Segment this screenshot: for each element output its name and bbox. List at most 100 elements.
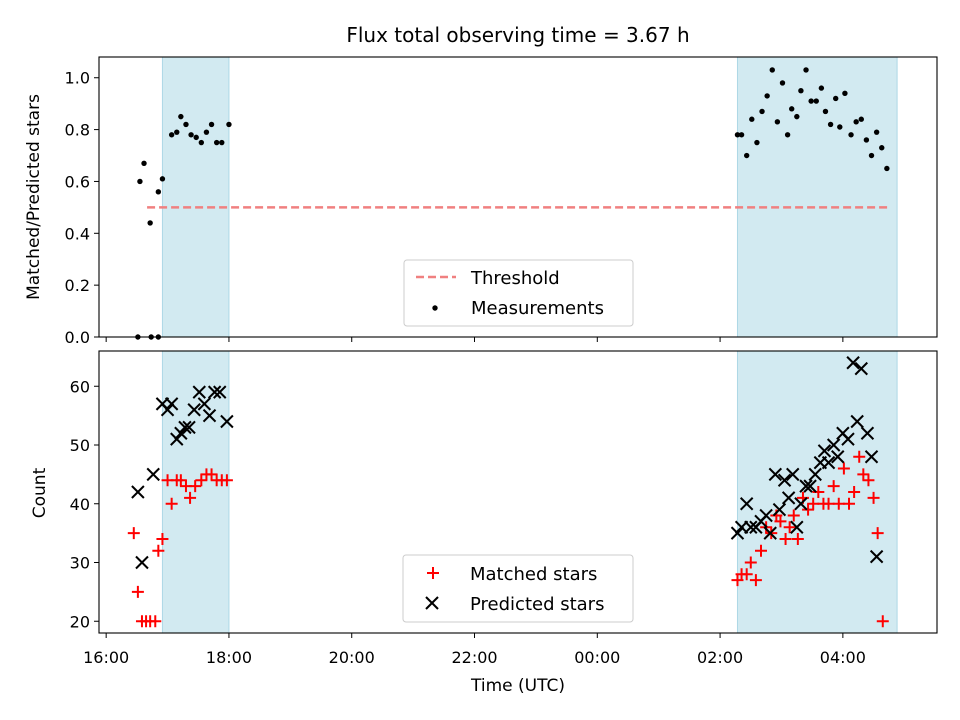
predicted-star-marker [759,508,773,523]
bottom-y-tick-label: 20 [70,612,90,631]
predicted-star-marker [794,497,808,511]
predicted-star-marker [790,520,804,534]
measurement-point [159,176,166,182]
predicted-star-marker [202,408,217,423]
predicted-star-marker [763,526,777,540]
measurement-point [754,139,760,146]
predicted-star-marker [864,450,879,464]
predicted-star-marker [831,450,845,464]
top-legend-box [403,259,634,327]
matched-star-marker [205,468,218,481]
measurement-point [803,67,809,73]
matched-star-marker [876,615,889,628]
measurement-point [808,98,814,104]
measurement-point [208,121,215,128]
matched-legend-label: Matched stars [470,564,597,585]
matched-star-marker [152,544,165,557]
matched-star-marker [837,462,850,475]
predicted-star-marker [213,385,227,399]
x-tick-label: 04:00 [820,648,866,667]
matched-star-marker [848,486,861,498]
matched-star-marker [189,480,202,493]
measurement-point [858,116,864,122]
measurement-point [774,119,781,125]
predicted-star-marker [821,455,836,470]
measurement-point [784,132,791,138]
measurement-point [779,80,786,86]
predicted-star-marker [220,414,234,429]
predicted-star-marker [846,356,860,370]
predicted-star-marker [146,467,160,482]
matched-legend-swatch [427,567,439,579]
matched-star-marker [127,527,140,540]
matched-star-marker [822,497,835,510]
measurement-point [822,108,829,115]
x-tick-label: 20:00 [329,648,375,667]
bottom-y-axis-label: Count [30,467,50,518]
chart-title: Flux total observing time = 3.67 h [346,23,689,47]
matched-star-marker [184,491,197,504]
top-x-ticks [105,337,844,342]
matched-star-marker [862,474,875,487]
predicted-star-marker [768,467,783,482]
top-y-axis-label: Matched/Predicted stars [24,94,44,300]
measurement-point [759,108,765,115]
measurement-point [873,129,880,135]
top-legend: Threshold Measurements [403,259,634,327]
matched-star-marker [740,568,753,581]
top-y-tick-label: 0.6 [65,172,90,191]
predicted-star-marker [207,385,222,399]
measurement-point [168,132,175,138]
measurement-point [174,129,180,135]
x-tick-label: 02:00 [697,648,743,667]
matched-star-marker [779,533,792,545]
measurements-legend-label: Measurements [471,298,604,319]
predicted-star-marker [860,426,875,440]
predicted-star-marker [817,444,832,458]
matched-star-marker [774,515,787,528]
bottom-legend: Matched stars Predicted stars [402,554,634,623]
matched-star-marker [871,527,884,540]
matched-star-marker [149,615,162,628]
top-y-tick-label: 1.0 [65,69,90,88]
measurement-point [833,95,839,102]
matched-star-marker [787,509,800,522]
measurement-point [794,113,800,120]
top-y-tick-label: 0.0 [65,328,90,347]
bottom-y-tick-label: 40 [70,495,90,514]
top-measurement-points [135,67,890,340]
matched-star-marker [744,556,757,569]
matched-star-marker [749,574,762,587]
measurement-point [213,139,220,146]
measurement-point [837,124,843,130]
matched-star-marker [832,497,845,510]
predicted-star-marker [739,497,754,511]
measurement-point [818,85,825,91]
measurement-point [868,152,875,159]
bottom-x-ticks: 16:00 18:00 20:00 22:00 00:00 02:00 04:00 [83,633,866,667]
predicted-star-marker [841,432,855,446]
measurement-point [198,139,205,146]
bottom-y-ticks: 20 30 40 50 60 [70,377,99,631]
predicted-star-marker [164,397,179,411]
measurement-point [155,189,162,195]
measurements-legend-swatch [432,305,438,311]
predicted-star-marker [160,403,175,417]
predicted-star-marker [854,361,868,376]
predicted-star-marker [131,485,145,499]
measurement-point [141,160,147,166]
measurement-point [219,139,225,146]
x-tick-label: 16:00 [83,648,129,667]
bottom-axes-frame [98,350,938,634]
measurement-point [188,132,194,138]
top-shaded-regions [161,56,898,338]
top-shaded-interval-0 [161,56,230,338]
matched-star-marker [131,585,144,598]
measurement-point [738,132,745,138]
matched-star-marker [220,474,233,487]
x-tick-label: 18:00 [206,648,252,667]
predicted-star-marker [781,491,796,505]
bottom-y-tick-label: 30 [70,554,90,573]
measurement-point [827,121,834,128]
measurement-point [842,90,848,96]
